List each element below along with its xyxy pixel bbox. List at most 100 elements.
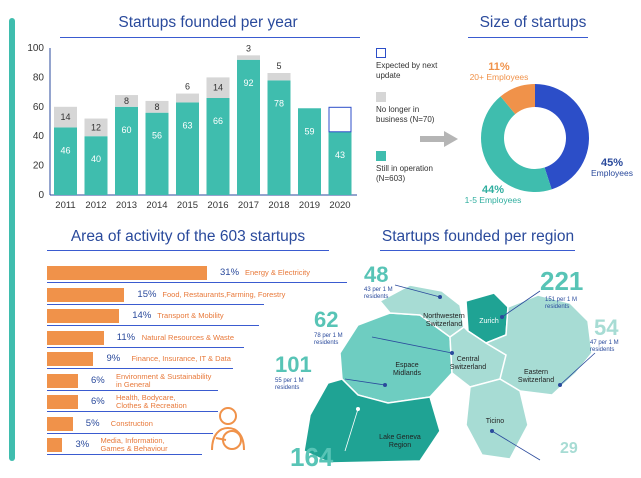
bar-still-in-operation bbox=[328, 131, 352, 195]
pie-text: Employees bbox=[590, 168, 634, 178]
y-tick-label: 100 bbox=[27, 43, 44, 54]
bar-still-in-operation bbox=[176, 102, 199, 195]
legend-swatch-expected bbox=[376, 48, 386, 58]
bar-no-longer-in-business bbox=[115, 95, 138, 107]
activity-pct: 15% bbox=[137, 288, 157, 300]
map-dot bbox=[438, 295, 442, 299]
title-size: Size of startups bbox=[479, 14, 587, 31]
bar-stack-label: 8 bbox=[154, 102, 159, 112]
switzerland-map bbox=[303, 284, 596, 464]
region-count-central: 62 bbox=[314, 307, 339, 332]
legend-label-no-longer: No longer in business (N=70) bbox=[376, 105, 435, 124]
region-per-eastern: 47 per 1 M residents bbox=[590, 340, 619, 353]
region-count-ticino: 29 bbox=[560, 440, 578, 457]
legend-label-expected: Expected by next update bbox=[376, 61, 438, 80]
x-tick-label: 2016 bbox=[207, 200, 228, 211]
region-count-espace: 101 bbox=[275, 352, 312, 377]
donut-slice bbox=[535, 84, 589, 190]
activity-underline bbox=[47, 454, 203, 455]
bar-value-label: 92 bbox=[243, 78, 253, 88]
region-per-central: 78 per 1 M residents bbox=[314, 333, 343, 346]
legend-swatch-operation bbox=[376, 151, 386, 161]
pie-text: 1-5 Employees bbox=[464, 195, 522, 205]
region-count-geneva: 164 bbox=[290, 442, 334, 472]
x-tick-label: 2013 bbox=[116, 200, 137, 211]
bar-still-in-operation bbox=[115, 106, 138, 195]
map-dot bbox=[450, 351, 454, 355]
map-dot bbox=[558, 383, 562, 387]
legend-swatch-no-longer bbox=[376, 92, 386, 102]
activity-label: Finance, Insurance, IT & Data bbox=[131, 354, 231, 363]
map-dot bbox=[356, 407, 360, 411]
title-per-year: Startups founded per year bbox=[118, 14, 298, 31]
x-tick-label: 2019 bbox=[299, 200, 320, 211]
arrow-icon bbox=[420, 131, 458, 147]
bar-no-longer-in-business bbox=[176, 93, 199, 103]
activity-label: Food, Restaurants,Farming, Forestry bbox=[162, 289, 286, 299]
activity-bar bbox=[47, 287, 125, 302]
x-tick-label: 2020 bbox=[329, 200, 350, 211]
leader-line bbox=[559, 352, 596, 386]
accent-stripe bbox=[9, 18, 15, 461]
y-tick-label: 60 bbox=[33, 102, 45, 113]
bar-still-in-operation bbox=[267, 80, 291, 195]
region-label-espace: Espace Midlands bbox=[392, 362, 421, 377]
activity-pct: 3% bbox=[75, 439, 90, 450]
leader-line bbox=[491, 430, 541, 461]
x-tick-label: 2015 bbox=[177, 200, 198, 211]
activity-pct: 5% bbox=[85, 417, 100, 429]
activity-label: Environment & Sustainability in General bbox=[115, 371, 212, 389]
bar-still-in-operation bbox=[206, 97, 230, 195]
bar-stack-label: 3 bbox=[246, 43, 251, 53]
activity-bar bbox=[47, 373, 78, 388]
activity-pct: 11% bbox=[116, 331, 136, 343]
region-label-ticino: Ticino bbox=[485, 418, 505, 425]
bar-no-longer-in-business bbox=[237, 55, 260, 60]
title-underline bbox=[380, 250, 575, 251]
bar-no-longer-in-business bbox=[54, 106, 77, 128]
activity-bar bbox=[47, 416, 73, 431]
activity-label: Construction bbox=[110, 418, 153, 428]
x-tick-label: 2011 bbox=[55, 200, 75, 211]
activity-pct: 6% bbox=[90, 374, 105, 386]
leader-line bbox=[344, 408, 359, 452]
pie-label-teal: 44% 1-5 Employees bbox=[448, 185, 538, 206]
activity-bar bbox=[47, 438, 63, 452]
bar-value-label: 60 bbox=[121, 125, 131, 135]
region-per-zurich: 151 per 1 M residents bbox=[545, 297, 578, 310]
bar-stack-label: 14 bbox=[60, 112, 70, 122]
activity-underline bbox=[47, 303, 265, 305]
title-underline bbox=[468, 37, 588, 38]
activity-bar bbox=[47, 330, 104, 345]
donut-slice bbox=[500, 84, 535, 115]
bar-no-longer-in-business bbox=[145, 100, 169, 113]
region-per-espace: 55 per 1 M residents bbox=[275, 378, 304, 391]
legend-label-operation: Still in operation (N=603) bbox=[376, 164, 433, 183]
bar-value-label: 66 bbox=[213, 116, 223, 126]
leader-line bbox=[394, 284, 441, 298]
activity-bar bbox=[47, 395, 78, 409]
bar-no-longer-in-business bbox=[206, 77, 230, 98]
activity-label: Natural Resources & Waste bbox=[141, 332, 235, 342]
bar-still-in-operation bbox=[84, 136, 108, 195]
region-count-zurich: 221 bbox=[540, 266, 584, 296]
pie-label-orange: 11% 20+ Employees bbox=[438, 62, 560, 83]
activity-underline bbox=[47, 411, 218, 412]
activity-pct: 9% bbox=[106, 353, 121, 364]
activity-label: Health, Bodycare, Clothes & Recreation bbox=[115, 393, 187, 410]
bar-still-in-operation bbox=[145, 112, 169, 195]
activity-label: Energy & Electricity bbox=[245, 268, 311, 277]
title-region: Startups founded per region bbox=[381, 228, 575, 245]
y-tick-label: 0 bbox=[38, 190, 44, 201]
title-underline bbox=[60, 37, 360, 38]
activity-pct: 6% bbox=[90, 396, 105, 407]
region-count-nw: 48 bbox=[364, 262, 389, 287]
title-underline bbox=[47, 250, 329, 251]
bar-value-label: 59 bbox=[304, 126, 314, 136]
person-icon bbox=[211, 407, 245, 451]
x-tick-label: 2012 bbox=[85, 200, 106, 211]
map-dot bbox=[500, 315, 504, 319]
pie-text: 20+ Employees bbox=[469, 72, 529, 82]
y-tick-label: 20 bbox=[33, 161, 45, 172]
x-tick-label: 2014 bbox=[146, 200, 167, 211]
